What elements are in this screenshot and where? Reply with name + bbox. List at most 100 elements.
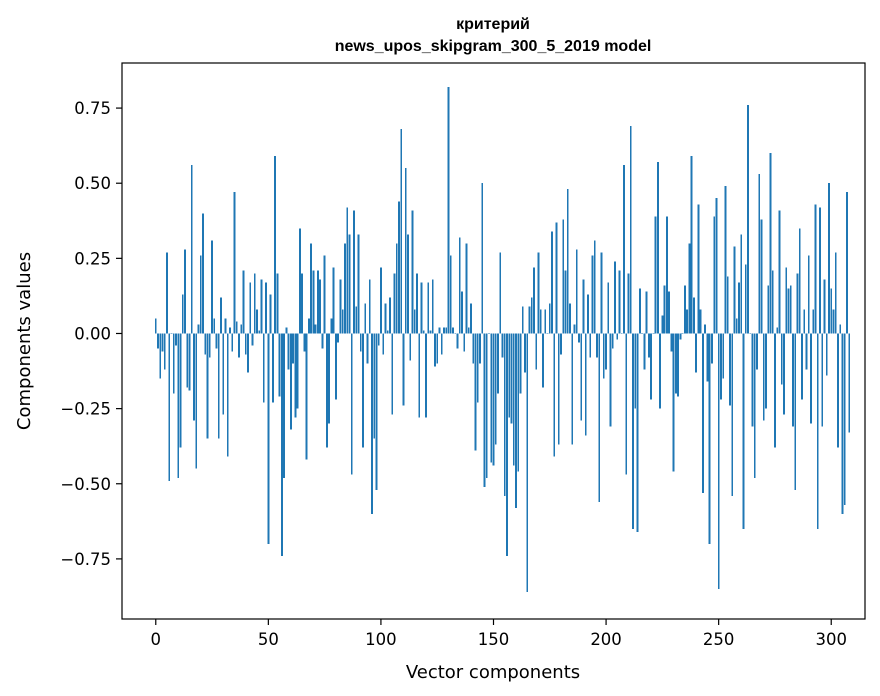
bar-component-221 <box>652 333 655 335</box>
bar-component-279 <box>783 333 785 415</box>
bar-component-308 <box>848 333 851 433</box>
bar-component-273 <box>769 153 772 334</box>
bar-component-31 <box>224 318 227 334</box>
bar-component-38 <box>240 324 243 334</box>
bar-component-48 <box>262 333 265 403</box>
bar-component-126 <box>438 327 441 334</box>
bar-component-155 <box>503 333 506 496</box>
bar-component-19 <box>197 324 200 334</box>
bar-component-24 <box>208 333 211 358</box>
bar-component-102 <box>384 303 387 334</box>
bar-component-76 <box>325 333 328 448</box>
bar-component-143 <box>476 333 479 403</box>
bar-component-90 <box>357 234 360 334</box>
bar-component-26 <box>213 318 216 334</box>
bar-component-176 <box>551 231 553 334</box>
bar-component-99 <box>377 333 380 346</box>
bar-component-225 <box>661 315 664 334</box>
bar-component-113 <box>409 333 412 361</box>
y-tick-label: 0.75 <box>74 99 111 118</box>
bar-component-67 <box>305 333 308 460</box>
bar-component-231 <box>674 333 677 394</box>
bar-component-295 <box>819 207 821 334</box>
bar-component-146 <box>483 333 486 487</box>
bar-component-224 <box>659 333 662 409</box>
bar-component-258 <box>735 318 738 334</box>
bar-component-180 <box>560 333 562 355</box>
y-tick-label: 0.00 <box>74 324 111 343</box>
bar-component-159 <box>512 333 515 466</box>
bar-component-177 <box>553 333 556 457</box>
bar-component-262 <box>744 264 747 334</box>
bar-component-269 <box>760 219 763 334</box>
bar-component-74 <box>321 333 324 349</box>
bar-component-44 <box>253 273 256 334</box>
bar-component-18 <box>195 333 198 469</box>
bar-component-125 <box>436 333 439 364</box>
bar-component-192 <box>587 294 589 334</box>
bar-component-10 <box>177 333 180 478</box>
bar-component-86 <box>348 234 351 334</box>
bar-component-128 <box>443 327 445 334</box>
bar-component-11 <box>179 333 182 448</box>
bar-component-33 <box>229 327 231 334</box>
bar-component-267 <box>756 333 758 370</box>
bar-component-162 <box>519 333 522 394</box>
bar-component-75 <box>323 255 326 334</box>
bar-component-173 <box>544 309 547 334</box>
bar-component-106 <box>393 273 396 334</box>
bar-component-249 <box>715 198 718 334</box>
bar-component-21 <box>202 213 204 334</box>
bar-component-25 <box>211 240 213 334</box>
bar-component-57 <box>283 333 286 478</box>
bar-component-112 <box>407 234 409 334</box>
bar-component-175 <box>548 303 551 334</box>
bar-component-271 <box>765 333 767 409</box>
x-tick-label: 100 <box>365 630 397 649</box>
bar-component-201 <box>607 282 610 334</box>
bar-component-42 <box>249 282 252 334</box>
bar-component-81 <box>337 333 340 343</box>
bar-component-277 <box>778 210 781 334</box>
bar-component-3 <box>161 333 164 352</box>
bar-component-4 <box>163 333 166 370</box>
bar-component-108 <box>398 201 400 334</box>
bar-component-303 <box>837 333 839 448</box>
bar-component-130 <box>447 87 450 334</box>
bar-component-198 <box>600 252 603 334</box>
x-axis-ticks: 0 50 100 150 200 250 300 <box>151 619 847 649</box>
bar-component-115 <box>413 309 416 334</box>
bar-component-154 <box>501 333 504 358</box>
bar-component-142 <box>474 333 477 451</box>
bar-component-7 <box>170 333 173 335</box>
bar-component-150 <box>492 333 495 466</box>
bar-component-87 <box>350 333 353 475</box>
bar-component-37 <box>238 333 240 358</box>
bar-component-256 <box>731 333 734 496</box>
bar-component-71 <box>314 324 317 334</box>
bar-component-189 <box>580 333 583 421</box>
bar-component-65 <box>301 273 304 334</box>
bar-component-219 <box>647 333 650 358</box>
bar-component-122 <box>429 330 432 334</box>
bar-component-55 <box>278 333 281 397</box>
bar-component-195 <box>593 240 596 334</box>
bar-component-232 <box>677 333 680 397</box>
bar-component-251 <box>720 333 722 400</box>
bar-component-216 <box>641 333 643 335</box>
bar-component-123 <box>431 279 434 334</box>
bar-component-265 <box>751 333 754 427</box>
bar-component-261 <box>742 333 745 529</box>
bar-component-96 <box>371 333 373 514</box>
bar-component-70 <box>312 270 315 334</box>
bar-component-263 <box>747 105 749 334</box>
bar-component-46 <box>258 330 261 334</box>
bar-component-181 <box>562 219 565 334</box>
x-tick-label: 50 <box>258 630 279 649</box>
bar-component-298 <box>825 333 828 376</box>
bar-component-284 <box>794 333 797 490</box>
bar-component-6 <box>168 333 171 481</box>
bar-component-100 <box>380 267 382 334</box>
bar-component-32 <box>226 333 229 457</box>
bar-component-144 <box>479 333 481 364</box>
